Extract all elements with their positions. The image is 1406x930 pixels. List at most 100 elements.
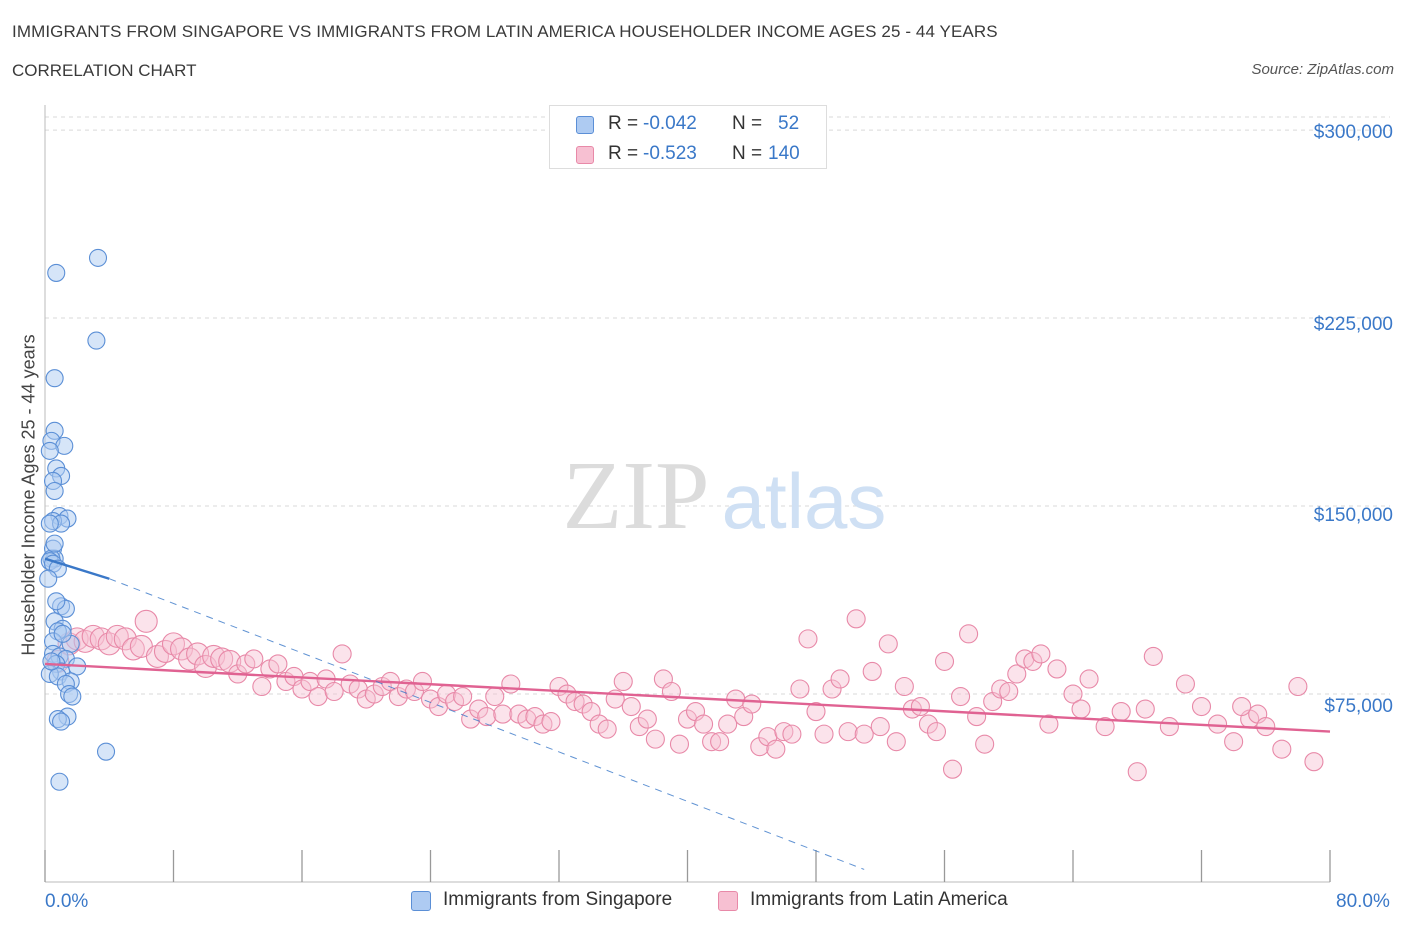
latam-point-52 xyxy=(469,699,489,719)
y-tick-label-75000: $75,000 xyxy=(1324,696,1393,717)
y-axis-label: Householder Income Ages 25 - 44 years xyxy=(18,334,39,656)
singapore-point-49 xyxy=(53,624,72,643)
chart-subtitle: CORRELATION CHART xyxy=(12,61,197,80)
singapore-point-42 xyxy=(63,687,82,706)
latam-legend-swatch xyxy=(718,891,738,911)
latam-point-60 xyxy=(533,714,553,734)
latam-point-134 xyxy=(1175,674,1195,694)
singapore-point-48 xyxy=(42,652,61,671)
latam-point-123 xyxy=(1039,714,1059,734)
latam-point-108 xyxy=(918,714,938,734)
legend-r-value-singapore: -0.042 xyxy=(643,113,697,134)
legend-r-label: R = xyxy=(608,113,639,134)
latam-point-32 xyxy=(308,686,328,707)
latam-points xyxy=(46,609,1324,782)
latam-point-93 xyxy=(798,629,818,649)
latam-point-68 xyxy=(597,719,617,739)
y-tick-label-300000: $300,000 xyxy=(1313,122,1393,143)
latam-point-70 xyxy=(613,671,633,692)
latam-point-133 xyxy=(1159,717,1179,737)
singapore-point-3 xyxy=(45,369,64,388)
legend-n-label: N = xyxy=(732,143,763,164)
singapore-trend-dashed xyxy=(109,578,865,870)
latam-point-135 xyxy=(1191,696,1212,717)
latam-point-105 xyxy=(894,676,914,697)
latam-point-144 xyxy=(1232,696,1252,717)
singapore-point-11 xyxy=(45,481,64,501)
latam-point-74 xyxy=(645,729,665,749)
latam-point-87 xyxy=(750,737,770,757)
latam-point-11 xyxy=(134,609,158,633)
latam-point-82 xyxy=(710,732,730,752)
latam-point-113 xyxy=(959,624,979,644)
latam-point-34 xyxy=(324,681,344,702)
legend-n-value-singapore: 52 xyxy=(778,113,800,134)
latam-point-118 xyxy=(999,681,1019,702)
latam-point-137 xyxy=(1224,732,1244,752)
latam-point-119 xyxy=(1007,664,1027,684)
latam-point-81 xyxy=(702,732,722,752)
latam-point-89 xyxy=(766,739,786,759)
latam-point-125 xyxy=(1063,684,1083,704)
correlation-legend: R = -0.042 N = 52 R = -0.523 N = 140 xyxy=(549,105,827,169)
latam-point-124 xyxy=(1047,659,1067,679)
y-tick-label-150000: $150,000 xyxy=(1313,505,1393,526)
latam-point-126 xyxy=(1071,699,1091,719)
singapore-legend-label: Immigrants from Singapore xyxy=(443,889,673,910)
singapore-point-23 xyxy=(39,569,58,588)
latam-point-39 xyxy=(364,684,384,704)
singapore-point-7 xyxy=(40,441,59,460)
watermark-zip: ZIP xyxy=(563,442,710,550)
latam-point-77 xyxy=(669,734,690,754)
latam-point-140 xyxy=(1256,717,1276,737)
latam-point-21 xyxy=(218,649,242,673)
latam-point-20 xyxy=(210,647,234,671)
latam-point-104 xyxy=(886,732,906,752)
latam-point-111 xyxy=(942,759,963,779)
latam-point-72 xyxy=(629,717,649,737)
latam-point-7 xyxy=(105,624,129,648)
latam-point-73 xyxy=(637,709,657,729)
x-tick-label-max: 80.0% xyxy=(1336,891,1390,912)
singapore-point-16 xyxy=(40,514,59,533)
singapore-swatch xyxy=(576,116,594,134)
singapore-point-0 xyxy=(88,248,108,267)
singapore-legend-swatch xyxy=(411,891,431,911)
latam-point-45 xyxy=(412,671,433,692)
trend-lines xyxy=(44,557,1331,870)
latam-point-86 xyxy=(742,694,762,714)
latam-point-114 xyxy=(967,707,987,727)
latam-point-131 xyxy=(1135,699,1155,719)
latam-point-102 xyxy=(870,717,890,737)
latam-point-24 xyxy=(244,649,264,669)
latam-point-121 xyxy=(1023,651,1043,671)
latam-point-65 xyxy=(573,694,593,714)
latam-point-112 xyxy=(951,686,971,707)
latam-point-9 xyxy=(121,637,145,661)
singapore-point-1 xyxy=(47,263,66,282)
latam-point-35 xyxy=(332,644,352,664)
latam-point-96 xyxy=(822,679,842,699)
latam-point-83 xyxy=(718,714,738,734)
latam-point-101 xyxy=(862,661,882,682)
watermark: ZIP atlas xyxy=(563,442,887,550)
latam-point-30 xyxy=(292,679,312,699)
latam-point-130 xyxy=(1127,762,1147,782)
latam-point-122 xyxy=(1031,644,1051,664)
latam-point-100 xyxy=(854,724,874,744)
latam-swatch xyxy=(576,146,594,164)
singapore-point-47 xyxy=(50,772,69,791)
latam-point-129 xyxy=(1111,702,1131,722)
latam-point-43 xyxy=(396,679,416,699)
latam-point-127 xyxy=(1079,669,1099,689)
legend-n-label: N = xyxy=(732,113,763,134)
watermark-atlas: atlas xyxy=(722,457,887,545)
latam-point-99 xyxy=(846,609,866,629)
latam-point-54 xyxy=(485,686,505,707)
latam-point-115 xyxy=(975,734,995,754)
chart-title: IMMIGRANTS FROM SINGAPORE VS IMMIGRANTS … xyxy=(12,22,998,41)
legend-row-singapore: R = -0.042 N = 52 xyxy=(550,109,826,139)
latam-point-107 xyxy=(910,696,930,717)
latam-point-128 xyxy=(1095,717,1115,737)
latam-point-27 xyxy=(268,654,288,674)
